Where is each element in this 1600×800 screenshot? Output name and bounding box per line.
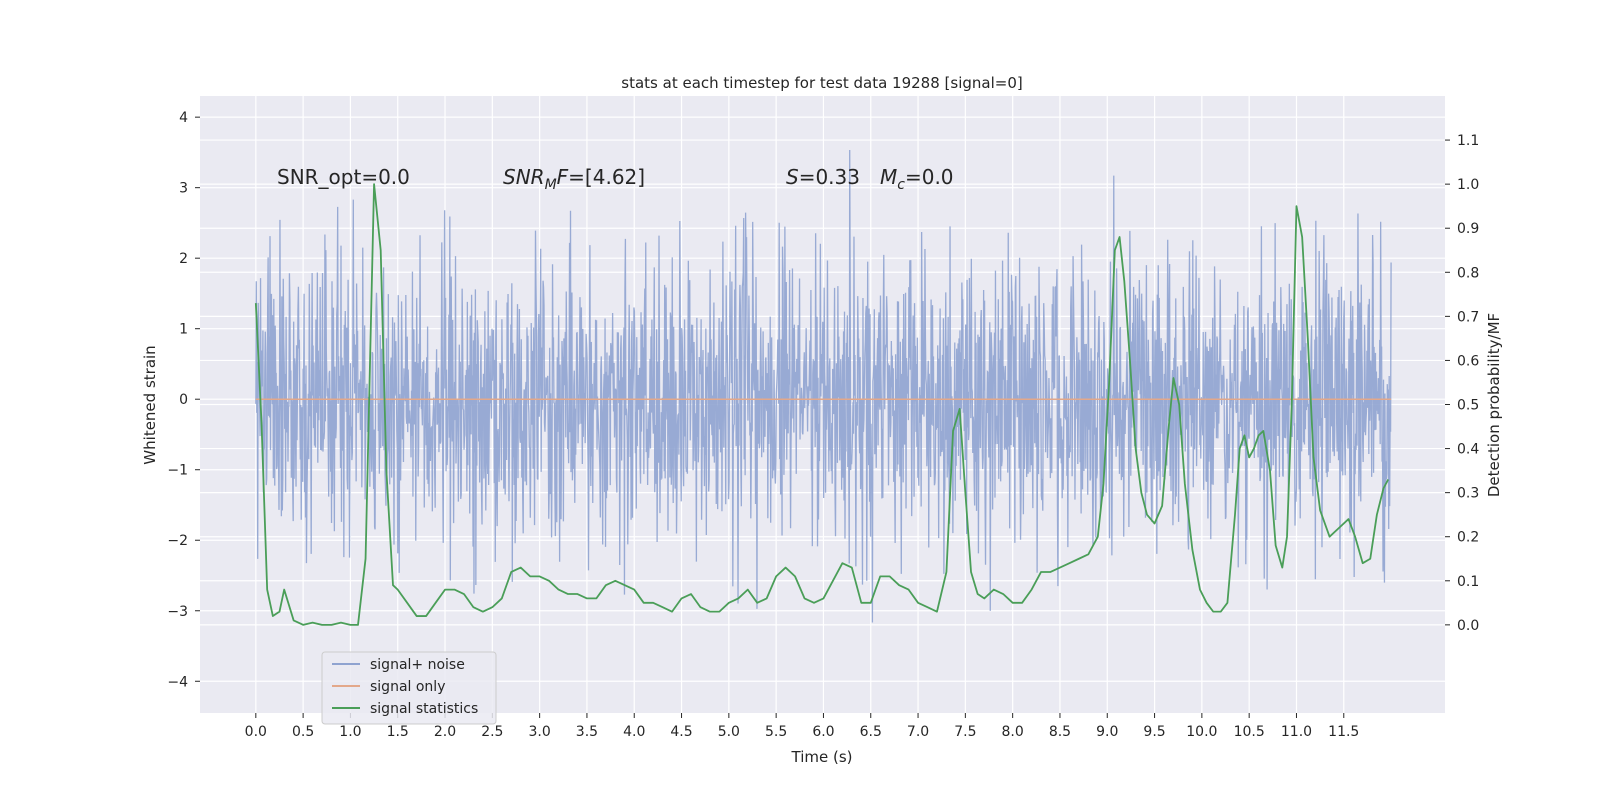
legend: signal+ noise signal only signal statist… — [321, 651, 497, 725]
x-tick-label: 8.0 — [1002, 724, 1024, 740]
s-letter: S — [786, 165, 799, 189]
y-axis-ticks: 4 3 2 1 0 −1 −2 −3 −4 — [167, 110, 200, 690]
x-tick-label: 4.0 — [623, 724, 645, 740]
right-tick-label: 0.0 — [1457, 618, 1479, 634]
mc-value: =0.0 — [905, 165, 954, 189]
snr-mf-mid: F — [557, 165, 569, 189]
x-tick-label: 6.5 — [860, 724, 882, 740]
y-tick-label: −2 — [167, 533, 188, 549]
x-tick-label: 3.5 — [576, 724, 598, 740]
right-axis-ticks: 1.1 1.0 0.9 0.8 0.7 0.6 0.5 0.4 0.3 0.2 0.1 0.0 — [1445, 133, 1479, 634]
y-tick-label: 2 — [179, 251, 188, 267]
right-tick-label: 0.1 — [1457, 574, 1479, 590]
y-tick-label: −3 — [167, 604, 188, 620]
right-tick-label: 0.3 — [1457, 486, 1479, 502]
x-tick-label: 9.0 — [1096, 724, 1118, 740]
x-tick-label: 10.5 — [1234, 724, 1265, 740]
right-tick-label: 0.6 — [1457, 353, 1479, 369]
x-tick-label: 3.0 — [528, 724, 550, 740]
snr-mf-value: =[4.62] — [568, 165, 645, 189]
annotation-s: S=0.33 — [786, 165, 860, 189]
y-tick-label: 1 — [179, 322, 188, 338]
x-tick-label: 0.0 — [245, 724, 267, 740]
right-axis-label: Detection probability/MF — [1485, 313, 1503, 497]
noise-series — [255, 150, 1392, 623]
x-tick-label: 5.0 — [718, 724, 740, 740]
snr-mf-prefix: SNR — [503, 165, 545, 189]
snr-mf-sub: M — [545, 177, 557, 193]
y-tick-label: −4 — [167, 674, 188, 690]
x-axis-label: Time (s) — [791, 748, 853, 766]
x-tick-label: 10.0 — [1186, 724, 1217, 740]
chart-title: stats at each timestep for test data 192… — [621, 74, 1022, 92]
annotation-snr-mf: SNRMF=[4.62] — [503, 165, 645, 193]
x-tick-label: 8.5 — [1049, 724, 1071, 740]
x-tick-label: 7.5 — [954, 724, 976, 740]
mc-sub: c — [897, 177, 905, 193]
annotation-mc: Mc=0.0 — [880, 165, 954, 193]
x-tick-label: 0.5 — [292, 724, 314, 740]
right-tick-label: 1.1 — [1457, 133, 1479, 149]
signal-statistics-series — [254, 183, 1390, 626]
legend-label-noise: signal+ noise — [370, 657, 465, 673]
x-tick-label: 11.5 — [1328, 724, 1359, 740]
y-tick-label: 0 — [179, 392, 188, 408]
y-tick-label: 3 — [179, 181, 188, 197]
annotation-snr-opt: SNR_opt=0.0 — [277, 165, 410, 189]
right-tick-label: 0.4 — [1457, 442, 1479, 458]
y-tick-label: 4 — [179, 110, 188, 126]
x-tick-label: 7.0 — [907, 724, 929, 740]
legend-label-signal: signal only — [370, 679, 445, 695]
x-tick-label: 2.5 — [481, 724, 503, 740]
x-tick-label: 5.5 — [765, 724, 787, 740]
s-value: =0.33 — [799, 165, 860, 189]
right-tick-label: 1.0 — [1457, 177, 1479, 193]
y-axis-label: Whitened strain — [141, 345, 159, 464]
x-tick-label: 1.5 — [387, 724, 409, 740]
signal-statistics-line — [254, 183, 1390, 626]
legend-box — [321, 651, 497, 725]
right-tick-label: 0.8 — [1457, 265, 1479, 281]
mc-letter: M — [880, 165, 897, 189]
signal-noise-line — [255, 150, 1392, 623]
right-tick-label: 0.9 — [1457, 221, 1479, 237]
x-tick-label: 1.0 — [339, 724, 361, 740]
legend-label-stats: signal statistics — [370, 701, 478, 717]
x-axis-ticks: 0.0 0.5 1.0 1.5 2.0 2.5 3.0 3.5 4.0 4.5 5.0 5.5 6.0 6… — [245, 713, 1359, 740]
x-tick-label: 4.5 — [670, 724, 692, 740]
x-tick-label: 11.0 — [1281, 724, 1312, 740]
x-tick-label: 9.5 — [1143, 724, 1165, 740]
x-tick-label: 6.0 — [812, 724, 834, 740]
right-tick-label: 0.7 — [1457, 309, 1479, 325]
y-tick-label: −1 — [167, 463, 188, 479]
right-tick-label: 0.5 — [1457, 398, 1479, 414]
right-tick-label: 0.2 — [1457, 530, 1479, 546]
x-tick-label: 2.0 — [434, 724, 456, 740]
